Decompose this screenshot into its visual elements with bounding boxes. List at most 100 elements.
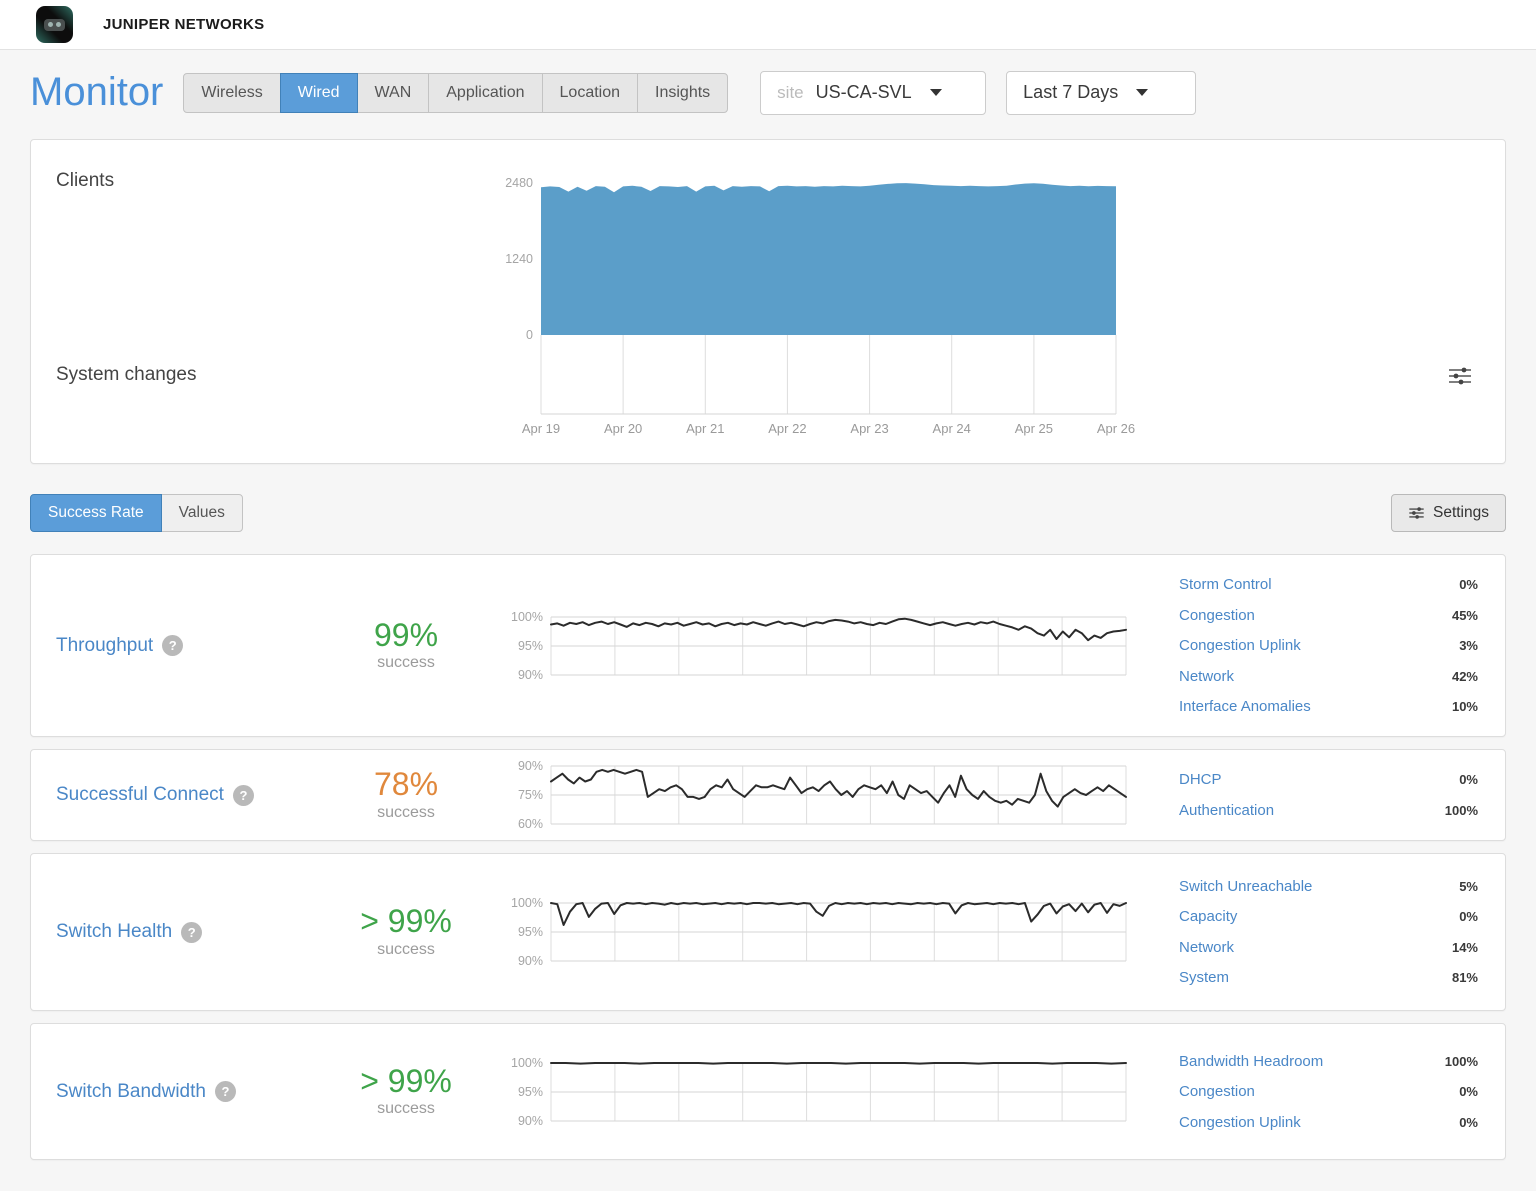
classifier-value: 100% <box>1444 802 1478 818</box>
classifier-link[interactable]: Congestion <box>1179 606 1255 624</box>
metric-link-switch-health[interactable]: Switch Health <box>56 921 173 942</box>
date-range-selector[interactable]: Last 7 Days <box>1006 70 1197 115</box>
switch-health-sparkline-chart: 100% 95% 90% <box>501 896 1141 968</box>
metric-success-label: success <box>377 803 435 821</box>
metric-card-successful-connect: Successful Connect ? 78% success 90% 75% 6… <box>30 749 1506 841</box>
chevron-down-icon <box>929 89 942 96</box>
classifier-row: Storm Control 0% <box>1179 569 1478 600</box>
toggle-values[interactable]: Values <box>160 494 243 532</box>
classifier-link[interactable]: System <box>1179 969 1230 987</box>
successful-connect-sparkline-chart: 90% 75% 60% <box>501 759 1141 831</box>
tab-insights[interactable]: Insights <box>637 72 729 113</box>
clients-label: Clients <box>56 170 115 191</box>
help-icon[interactable]: ? <box>232 784 254 806</box>
metric-card-switch-bandwidth: Switch Bandwidth ? > 99% success 100% 95%… <box>30 1023 1506 1160</box>
mist-robot-logo-icon[interactable] <box>36 6 73 43</box>
site-selector-value: US-CA-SVL <box>815 82 912 102</box>
overview-chart-stack: 2480 1240 0 Apr 19 Apr 20 Apr 21 Apr 22 Apr 23… <box>491 175 1135 441</box>
classifier-value: 14% <box>1451 939 1478 955</box>
metric-link-switch-bandwidth[interactable]: Switch Bandwidth <box>56 1080 206 1102</box>
classifier-row: Interface Anomalies 10% <box>1179 691 1478 722</box>
classifier-value: 81% <box>1451 970 1478 986</box>
svg-text:60%: 60% <box>518 817 543 831</box>
svg-text:90%: 90% <box>518 668 543 682</box>
classifier-link[interactable]: Congestion Uplink <box>1179 637 1301 654</box>
help-icon[interactable]: ? <box>162 635 184 656</box>
metric-success-label: success <box>377 1100 435 1118</box>
tab-wan[interactable]: WAN <box>356 72 430 113</box>
classifier-link[interactable]: Switch Unreachable <box>1179 877 1313 895</box>
x-axis-labels: Apr 19 Apr 20 Apr 21 Apr 22 Apr 23 Apr 24 Apr … <box>491 421 1135 441</box>
classifier-value: 100% <box>1444 1053 1478 1069</box>
classifier-link[interactable]: Congestion <box>1179 1083 1255 1100</box>
classifier-value: 0% <box>1459 1114 1478 1130</box>
classifier-row: Authentication 100% <box>1179 795 1478 826</box>
site-selector-prefix: site <box>777 82 804 102</box>
system-changes-label: System changes <box>56 364 197 385</box>
classifier-row: Congestion Uplink 3% <box>1179 630 1478 661</box>
toggle-success-rate[interactable]: Success Rate <box>30 494 162 532</box>
sliders-icon <box>1449 367 1471 385</box>
x-axis-label: Apr 24 <box>932 421 971 436</box>
metric-success-label: success <box>377 940 435 958</box>
classifier-link[interactable]: Capacity <box>1179 908 1238 926</box>
classifier-link[interactable]: Network <box>1179 938 1235 956</box>
tab-wireless[interactable]: Wireless <box>183 72 281 113</box>
x-axis-label: Apr 23 <box>850 421 889 436</box>
metric-success-label: success <box>377 654 435 672</box>
classifier-link[interactable]: Interface Anomalies <box>1179 698 1311 715</box>
successful-connect-classifiers: DHCP 0% Authentication 100% <box>1141 765 1478 826</box>
tab-wired[interactable]: Wired <box>279 72 358 113</box>
site-selector[interactable]: site US-CA-SVL <box>760 70 987 115</box>
metric-value: > 99% <box>360 1062 452 1099</box>
classifier-row: Congestion 0% <box>1179 1076 1478 1107</box>
settings-button[interactable]: Settings <box>1390 494 1506 532</box>
sliders-icon <box>1409 507 1424 519</box>
classifier-row: Bandwidth Headroom 100% <box>1179 1046 1478 1077</box>
classifier-row: Congestion Uplink 0% <box>1179 1107 1478 1138</box>
classifier-row: Network 14% <box>1179 932 1478 963</box>
tab-location[interactable]: Location <box>541 72 639 113</box>
classifier-link[interactable]: Authentication <box>1179 801 1275 819</box>
classifier-value: 0% <box>1459 577 1478 592</box>
monitor-tabs: Wireless Wired WAN Application Location … <box>183 72 729 113</box>
help-icon[interactable]: ? <box>181 921 203 943</box>
svg-text:2480: 2480 <box>505 176 533 190</box>
classifier-link[interactable]: DHCP <box>1179 771 1222 789</box>
top-bar: JUNIPER NETWORKS <box>0 0 1536 50</box>
classifier-link[interactable]: Congestion Uplink <box>1179 1113 1301 1131</box>
svg-text:1240: 1240 <box>505 252 533 266</box>
classifier-value: 0% <box>1459 1084 1478 1099</box>
tab-application[interactable]: Application <box>428 72 543 113</box>
classifier-row: Network 42% <box>1179 661 1478 692</box>
classifier-value: 10% <box>1451 699 1478 714</box>
date-range-value: Last 7 Days <box>1023 82 1119 102</box>
svg-text:95%: 95% <box>518 1085 543 1099</box>
header-row: Monitor Wireless Wired WAN Application L… <box>30 70 1506 115</box>
system-changes-filter-button[interactable] <box>1447 366 1473 386</box>
brand-name: JUNIPER NETWORKS <box>103 16 265 33</box>
classifier-row: Congestion 45% <box>1179 600 1478 631</box>
classifier-value: 5% <box>1459 878 1478 894</box>
x-axis-label: Apr 25 <box>1014 421 1053 436</box>
help-icon[interactable]: ? <box>214 1081 236 1102</box>
classifier-value: 0% <box>1459 909 1478 925</box>
classifier-value: 3% <box>1459 638 1478 653</box>
classifier-link[interactable]: Storm Control <box>1179 576 1272 593</box>
metric-card-throughput: Throughput ? 99% success 100% 95% 90% Stor… <box>30 554 1506 737</box>
x-axis-label: Apr 20 <box>603 421 643 436</box>
page-title: Monitor <box>30 70 164 114</box>
throughput-sparkline-chart: 100% 95% 90% <box>501 610 1141 682</box>
svg-text:0: 0 <box>526 328 533 342</box>
switch-bandwidth-classifiers: Bandwidth Headroom 100% Congestion 0% Cong… <box>1141 1046 1478 1138</box>
metric-link-successful-connect[interactable]: Successful Connect <box>56 784 224 805</box>
x-axis-label: Apr 21 <box>686 421 725 436</box>
metric-value: 78% <box>373 766 439 803</box>
metric-value: 99% <box>373 616 439 653</box>
classifier-link[interactable]: Network <box>1179 667 1235 685</box>
classifier-link[interactable]: Bandwidth Headroom <box>1179 1052 1324 1070</box>
metric-link-throughput[interactable]: Throughput <box>56 634 154 656</box>
view-toggle: Success Rate Values <box>30 494 243 532</box>
classifier-row: DHCP 0% <box>1179 765 1478 796</box>
switch-bandwidth-sparkline-chart: 100% 95% 90% <box>501 1056 1141 1128</box>
